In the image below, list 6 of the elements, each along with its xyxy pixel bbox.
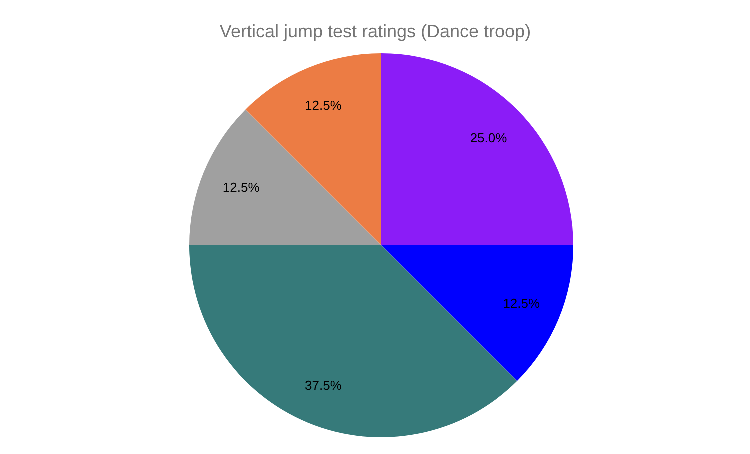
chart-title: Vertical jump test ratings (Dance troop) [220,22,532,42]
data-label: 12.5% [503,296,541,312]
data-label: 12.5% [222,180,260,195]
data-label: 12.5% [305,98,342,113]
data-label: 25.0% [470,130,508,146]
data-label: 37.5% [305,378,342,394]
